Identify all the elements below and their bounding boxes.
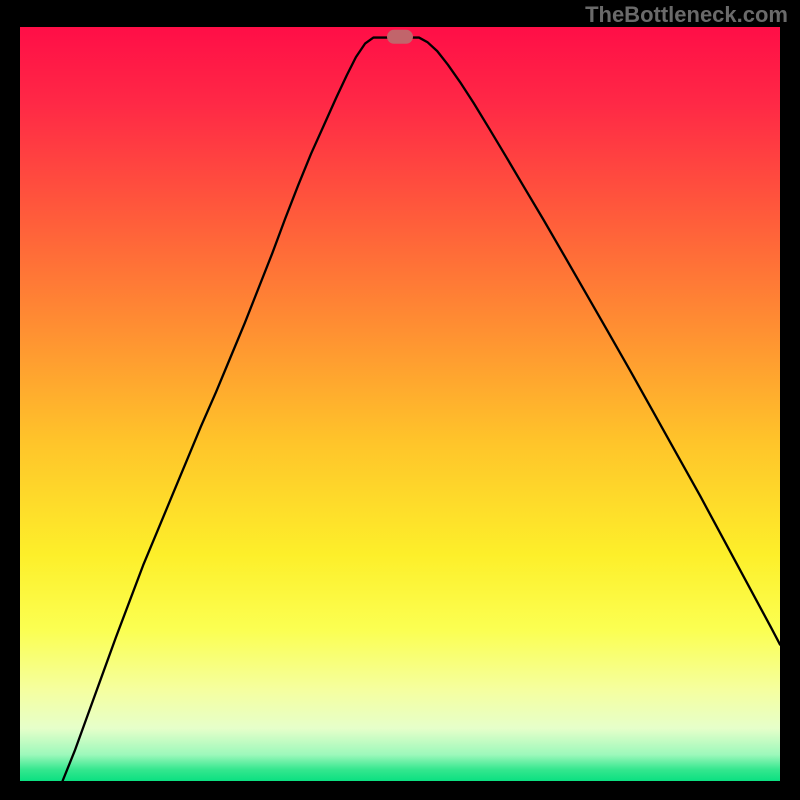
chart-frame: TheBottleneck.com xyxy=(0,0,800,800)
watermark-text: TheBottleneck.com xyxy=(585,2,788,28)
minimum-marker xyxy=(387,30,413,44)
plot-background xyxy=(20,27,780,781)
bottleneck-chart xyxy=(20,27,780,781)
